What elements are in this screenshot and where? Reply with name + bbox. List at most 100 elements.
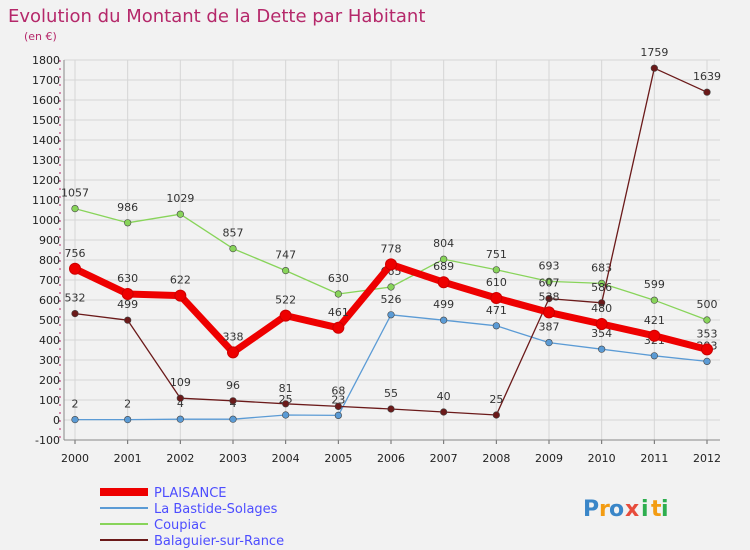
data-point [650, 64, 658, 72]
y-tick-label: 1100 [32, 194, 60, 207]
y-tick-label: 1600 [32, 94, 60, 107]
y-tick-label: 1700 [32, 74, 60, 87]
data-point [598, 279, 606, 288]
chart-title: Evolution du Montant de la Dette par Hab… [8, 6, 425, 27]
data-label: 804 [433, 237, 454, 250]
x-tick-label: 2001 [114, 452, 142, 465]
data-point [703, 88, 711, 96]
y-tick-label: 1200 [32, 174, 60, 187]
logo-letter: i [641, 497, 649, 522]
data-point [71, 310, 79, 318]
data-point [703, 357, 711, 366]
data-label: 480 [591, 302, 612, 315]
data-point [440, 408, 448, 416]
data-point [174, 289, 187, 302]
data-label: 683 [591, 261, 612, 274]
data-label: 747 [275, 249, 296, 262]
data-point [648, 329, 661, 342]
x-tick-label: 2007 [430, 452, 458, 465]
data-point [492, 411, 500, 419]
legend-label: Balaguier-sur-Rance [154, 534, 284, 549]
data-point [71, 416, 79, 424]
data-label: 40 [437, 390, 451, 403]
data-label: 4 [177, 397, 184, 410]
logo-letter: x [625, 497, 639, 522]
data-label: 622 [170, 274, 191, 287]
data-label: 751 [486, 248, 507, 261]
data-point [282, 400, 290, 408]
data-point [176, 394, 184, 402]
series-la-bastide-solages: 22442523526499471387354321293 [71, 293, 718, 424]
data-point [543, 306, 555, 319]
data-point [282, 267, 290, 275]
data-point [279, 309, 292, 322]
y-tick-label: 1300 [32, 154, 60, 167]
logo-letter: P [583, 497, 599, 522]
data-label: 630 [328, 272, 349, 285]
data-point [229, 397, 237, 405]
logo-letter: o [609, 497, 624, 522]
y-tick-label: 900 [39, 234, 60, 247]
y-tick-label: 100 [39, 394, 60, 407]
legend-label: Coupiac [154, 518, 206, 533]
y-tick-label: 700 [39, 274, 60, 287]
series-layer: 2244252352649947138735432129310579861029… [61, 46, 721, 424]
data-label: 526 [381, 293, 402, 306]
data-label: 2 [124, 398, 131, 411]
data-point [703, 316, 711, 324]
data-label: 857 [223, 227, 244, 240]
data-label: 387 [539, 321, 560, 334]
y-tick-label: 200 [39, 374, 60, 387]
x-tick-label: 2012 [693, 452, 721, 465]
data-label: 499 [433, 298, 454, 311]
x-tick-label: 2008 [482, 452, 510, 465]
data-point [387, 311, 395, 319]
y-tick-label: 1500 [32, 114, 60, 127]
x-tick-label: 2000 [61, 452, 89, 465]
data-point [650, 296, 658, 304]
data-label: 81 [279, 382, 293, 395]
data-point [334, 290, 342, 298]
data-label: 756 [65, 247, 86, 260]
data-label: 1759 [640, 46, 668, 59]
data-label: 689 [433, 260, 454, 273]
y-tick-label: 0 [53, 414, 60, 427]
data-label: 610 [486, 276, 507, 289]
data-point [595, 318, 608, 330]
data-label: 471 [486, 304, 507, 317]
series-plaisance: 756 630 622 338 522 461 778 689 610 538 480 421 353 [65, 242, 718, 359]
data-point [437, 276, 450, 289]
data-label: 353 [697, 327, 718, 340]
data-point [229, 245, 237, 253]
data-label: 522 [275, 294, 296, 307]
data-label: 109 [170, 376, 191, 389]
y-tick-label: 1800 [32, 54, 60, 67]
data-label: 68 [331, 384, 345, 397]
y-tick-label: 300 [39, 354, 60, 367]
data-point [598, 299, 606, 307]
data-point [545, 339, 553, 347]
data-label: 338 [223, 330, 244, 343]
data-label: 25 [279, 393, 293, 406]
data-point [334, 402, 342, 411]
data-point [490, 292, 503, 304]
data-label: 607 [539, 277, 560, 290]
x-tick-label: 2002 [166, 452, 194, 465]
data-point [545, 295, 553, 303]
data-label: 461 [328, 306, 349, 319]
data-point [124, 316, 132, 324]
data-label: 421 [644, 314, 665, 327]
x-tick-label: 2006 [377, 452, 405, 465]
y-tick-label: 800 [39, 254, 60, 267]
data-label: 532 [65, 292, 86, 305]
y-tick-label: 600 [39, 294, 60, 307]
data-label: 1029 [166, 192, 194, 205]
data-point [492, 266, 500, 274]
data-label: 25 [489, 393, 503, 406]
data-label: 986 [117, 201, 138, 214]
data-point [440, 255, 448, 263]
